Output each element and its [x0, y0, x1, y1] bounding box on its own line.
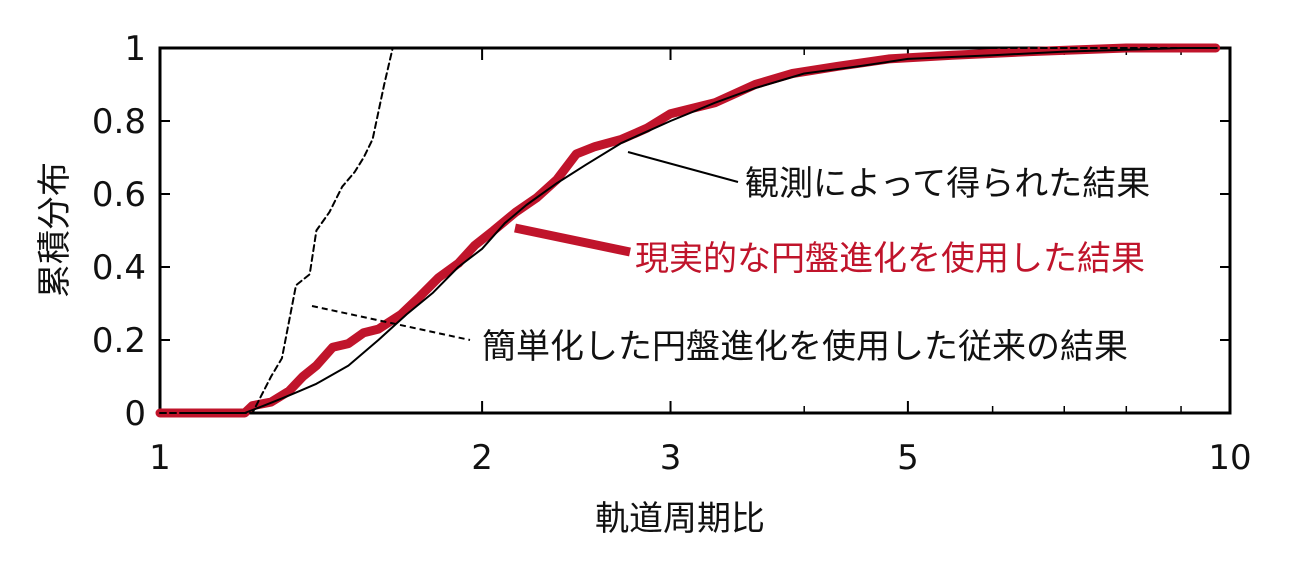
x-axis-title: 軌道周期比 [595, 499, 765, 539]
annotation-simplified: 簡単化した円盤進化を使用した従来の結果 [482, 327, 1128, 367]
y-tick-label: 0 [124, 394, 146, 434]
y-tick-label: 1 [124, 29, 146, 69]
series-lines [155, 43, 1231, 418]
x-tick-label: 2 [471, 438, 493, 478]
series-line-2 [159, 47, 1231, 414]
annotation-leader-realistic [514, 223, 631, 257]
y-tick-label: 0.2 [92, 321, 146, 361]
x-tick-label: 10 [1208, 438, 1251, 478]
y-tick-label: 0.4 [92, 248, 146, 288]
x-tick-label: 1 [149, 438, 171, 478]
annotation-realistic: 現実的な円盤進化を使用した結果 [635, 239, 1145, 279]
series-line-0 [181, 47, 1217, 414]
y-tick-label: 0.8 [92, 102, 146, 142]
series-line-1 [155, 43, 1221, 418]
annotation-leader-observed [627, 151, 739, 183]
y-axis-title: 累積分布 [35, 162, 75, 298]
y-tick-label: 0.6 [92, 175, 146, 215]
annotation-observed: 観測によって得られた結果 [745, 164, 1150, 204]
annotations: 観測によって得られた結果 現実的な円盤進化を使用した結果 簡単化した円盤進化を使… [311, 151, 1150, 367]
tick-labels: 0 0.2 0.4 0.6 0.8 1 1 2 3 5 10 [92, 29, 1252, 478]
annotation-leader-simplified [311, 305, 471, 341]
x-tick-label: 3 [660, 438, 682, 478]
x-tick-label: 5 [897, 438, 919, 478]
